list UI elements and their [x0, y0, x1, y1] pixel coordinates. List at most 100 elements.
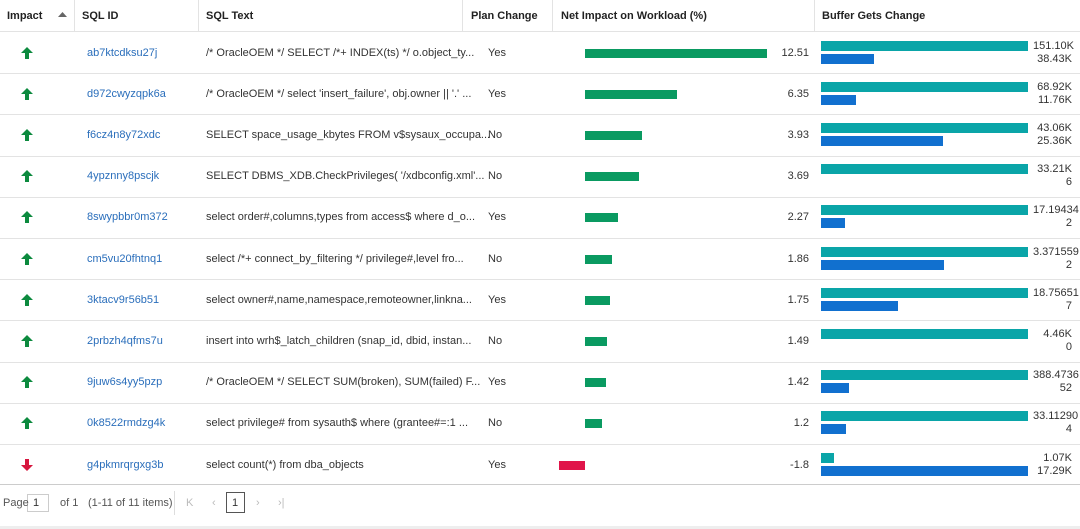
net-impact-bar — [558, 460, 585, 470]
sql-id-link[interactable]: g4pkmrqrgxg3b — [87, 458, 164, 471]
last-page-button[interactable]: ›| — [278, 497, 285, 509]
net-impact-value: 1.75 — [787, 293, 809, 306]
buffer-gets-before-bar — [821, 329, 1028, 339]
header-border — [0, 31, 1080, 32]
column-separator — [74, 0, 75, 32]
sort-indicator[interactable] — [58, 11, 67, 18]
column-separator — [198, 0, 199, 32]
pager-items: (1-11 of 11 items) — [88, 497, 173, 509]
buffer-gets-label: 33.21K — [1037, 163, 1072, 176]
sql-text: insert into wrh$_latch_children (snap_id… — [206, 335, 472, 347]
buffer-gets-before-bar — [821, 40, 1028, 51]
plan-change: Yes — [488, 87, 506, 100]
first-page-button[interactable]: K — [186, 497, 194, 509]
sql-id-link[interactable]: 8swypbbr0m372 — [87, 211, 168, 224]
row-border — [0, 238, 1080, 239]
impact-up-arrow — [21, 46, 33, 59]
buffer-gets-label: 151.10K — [1033, 39, 1074, 52]
net-impact-bar — [585, 131, 643, 140]
net-impact-bar — [585, 254, 613, 264]
impact-up-arrow — [21, 129, 33, 141]
footer-border — [0, 484, 1080, 485]
column-header[interactable]: Impact — [7, 10, 43, 22]
sql-id-link[interactable]: f6cz4n8y72xdc — [87, 129, 161, 141]
buffer-gets-label: 33.11290 — [1033, 410, 1079, 423]
buffer-gets-after-bar — [821, 53, 874, 64]
plan-change: Yes — [488, 293, 506, 306]
sql-text: /* OracleOEM */ SELECT SUM(broken), SUM(… — [206, 376, 481, 389]
plan-change: Yes — [488, 46, 506, 59]
page-bottom — [0, 526, 1080, 529]
net-impact-value: 1.86 — [787, 252, 809, 265]
net-impact-value: 3.69 — [787, 170, 809, 183]
buffer-gets-label: 2 — [1065, 217, 1072, 230]
next-page-button[interactable]: › — [256, 497, 260, 509]
net-impact-bar — [585, 172, 639, 182]
row-border — [0, 444, 1080, 445]
prev-page-button[interactable]: ‹ — [212, 497, 216, 509]
column-header[interactable]: Net Impact on Workload (%) — [561, 10, 707, 22]
column-separator — [462, 0, 463, 32]
sql-id-link[interactable]: 0k8522rmdzg4k — [87, 417, 166, 430]
net-impact-bar — [585, 48, 767, 58]
impact-up-arrow — [21, 335, 33, 347]
buffer-gets-label: 6 — [1065, 176, 1072, 189]
page-input-box[interactable] — [27, 494, 49, 512]
sql-text: select owner#,name,namespace,remoteowner… — [206, 293, 472, 306]
buffer-gets-before-bar — [821, 452, 834, 463]
current-page-box[interactable] — [226, 492, 245, 513]
buffer-gets-label: 1.07K — [1043, 451, 1072, 464]
sql-id-link[interactable]: ab7ktcdksu27j — [87, 46, 158, 59]
sql-id-link[interactable]: 3ktacv9r56b51 — [87, 293, 160, 306]
row-border — [0, 155, 1080, 157]
plan-change: No — [488, 417, 503, 430]
buffer-gets-after-bar — [821, 259, 944, 270]
buffer-gets-label: 25.36K — [1037, 135, 1072, 147]
column-header[interactable]: Plan Change — [471, 10, 538, 22]
pager-current-page[interactable]: 1 — [232, 497, 239, 509]
net-impact-bar — [585, 378, 606, 388]
column-separator — [552, 0, 553, 32]
sql-id-link[interactable]: 2prbzh4qfms7u — [87, 335, 163, 347]
buffer-gets-after-bar — [821, 465, 1028, 476]
buffer-gets-label: 18.75651 — [1033, 286, 1079, 299]
row-border — [0, 73, 1080, 75]
column-header[interactable]: SQL Text — [206, 10, 254, 22]
net-impact-value: 6.35 — [787, 87, 809, 100]
pager-page-input[interactable]: 1 — [33, 497, 40, 509]
plan-change: Yes — [488, 458, 506, 471]
column-separator — [814, 0, 815, 32]
sql-id-link[interactable]: 4ypznny8pscjk — [87, 170, 160, 183]
buffer-gets-before-bar — [821, 370, 1028, 381]
buffer-gets-label: 68.92K — [1037, 80, 1072, 93]
buffer-gets-after-bar — [821, 383, 849, 394]
column-header[interactable]: SQL ID — [82, 10, 119, 22]
sql-text: select order#,columns,types from access$… — [206, 211, 476, 224]
net-impact-value: -1.8 — [790, 458, 809, 471]
sql-id-link[interactable]: cm5vu20fhtnq1 — [87, 252, 163, 265]
buffer-gets-label: 4 — [1065, 423, 1072, 436]
column-header[interactable]: Buffer Gets Change — [822, 10, 926, 22]
net-impact-bar — [585, 213, 619, 223]
net-impact-value: 1.2 — [793, 417, 809, 430]
net-impact-bar — [585, 337, 607, 346]
plan-change: Yes — [488, 211, 506, 224]
impact-down-arrow — [21, 458, 33, 471]
plan-change: Yes — [488, 376, 506, 389]
buffer-gets-label: 52 — [1059, 382, 1072, 395]
buffer-gets-before-bar — [821, 411, 1028, 422]
sql-text: select /*+ connect_by_filtering */ privi… — [206, 252, 464, 265]
impact-up-arrow — [21, 170, 33, 183]
plan-change: No — [488, 335, 503, 347]
pager-page-label: Page — [3, 497, 29, 509]
row-border — [0, 320, 1080, 322]
row-border — [0, 279, 1080, 281]
net-impact-bar — [585, 295, 611, 305]
net-impact-value: 1.49 — [787, 335, 809, 347]
buffer-gets-before-bar — [821, 164, 1028, 175]
net-impact-value: 12.51 — [781, 46, 809, 59]
sql-id-link[interactable]: 9juw6s4yy5pzp — [87, 376, 163, 389]
sql-id-link[interactable]: d972cwyzqpk6a — [87, 87, 166, 100]
buffer-gets-after-bar — [821, 136, 943, 146]
impact-up-arrow — [21, 87, 33, 100]
